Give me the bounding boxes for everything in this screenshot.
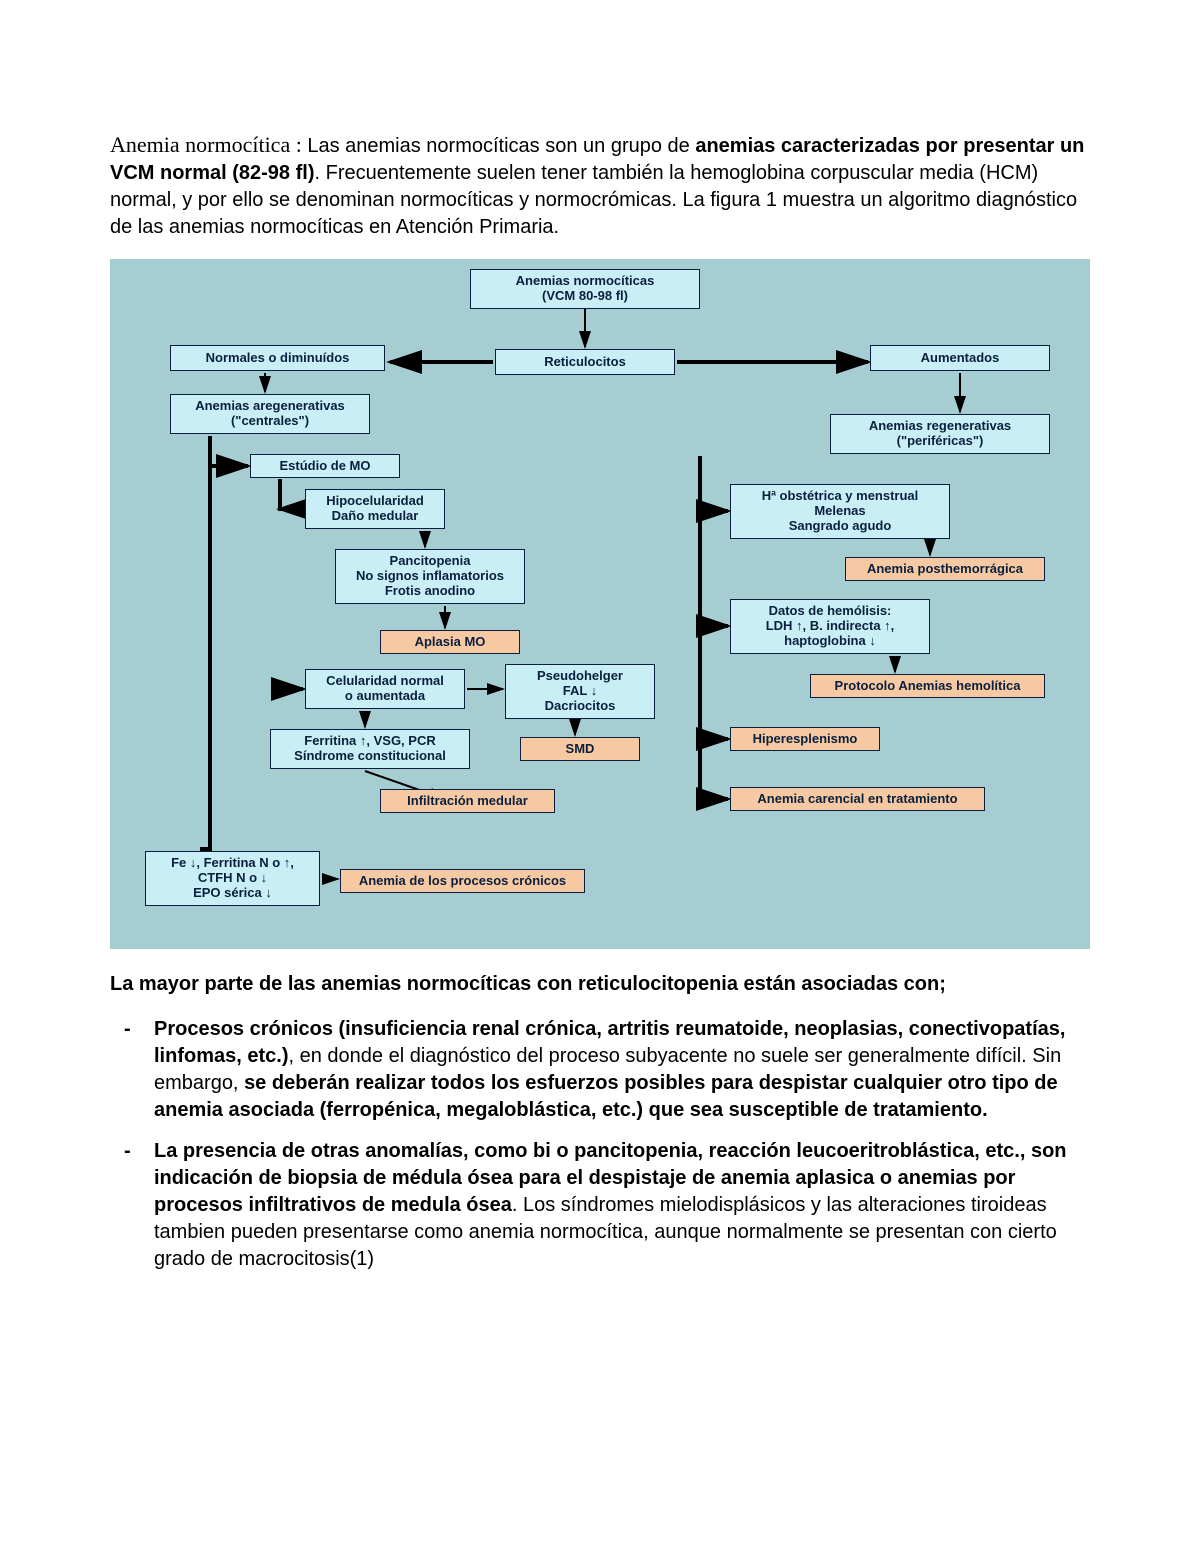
- node-cronic: Anemia de los procesos crónicos: [340, 869, 585, 893]
- node-aument: Aumentados: [870, 345, 1050, 371]
- after-heading: La mayor parte de las anemias normocític…: [110, 971, 1090, 998]
- node-root: Anemias normocíticas(VCM 80-98 fl): [470, 269, 700, 309]
- node-hipocel: HipocelularidadDaño medular: [305, 489, 445, 529]
- node-hobst: Hª obstétrica y menstrualMelenasSangrado…: [730, 484, 950, 539]
- node-norm: Normales o diminuídos: [170, 345, 385, 371]
- node-fe: Fe ↓, Ferritina N o ↑,CTFH N o ↓EPO séri…: [145, 851, 320, 906]
- document-page: Anemia normocítica : Las anemias normocí…: [0, 0, 1200, 1367]
- node-aregen: Anemias aregenerativas("centrales"): [170, 394, 370, 434]
- node-carencial: Anemia carencial en tratamiento: [730, 787, 985, 811]
- bullet-1: Procesos crónicos (insuficiencia renal c…: [154, 1016, 1090, 1124]
- intro-lead: Anemia normocítica :: [110, 132, 307, 157]
- bullet-list: Procesos crónicos (insuficiencia renal c…: [110, 1016, 1090, 1273]
- node-prothem: Protocolo Anemias hemolítica: [810, 674, 1045, 698]
- flowchart: Anemias normocíticas(VCM 80-98 fl) Reticu…: [110, 259, 1090, 949]
- node-aplasia: Aplasia MO: [380, 630, 520, 654]
- node-pancito: PancitopeniaNo signos inflamatoriosFroti…: [335, 549, 525, 604]
- node-retic: Reticulocitos: [495, 349, 675, 375]
- intro-t1: Las anemias normocíticas son un grupo de: [307, 135, 695, 157]
- node-hiper: Hiperesplenismo: [730, 727, 880, 751]
- node-smd: SMD: [520, 737, 640, 761]
- node-posthem: Anemia posthemorrágica: [845, 557, 1045, 581]
- node-hemol: Datos de hemólisis:LDH ↑, B. indirecta ↑…: [730, 599, 930, 654]
- b1-bold2: se deberán realizar todos los esfuerzos …: [154, 1072, 1058, 1121]
- intro-paragraph: Anemia normocítica : Las anemias normocí…: [110, 130, 1090, 241]
- node-ferrit: Ferritina ↑, VSG, PCRSíndrome constituci…: [270, 729, 470, 769]
- node-infilt: Infiltración medular: [380, 789, 555, 813]
- node-pseudo: PseudohelgerFAL ↓Dacriocitos: [505, 664, 655, 719]
- bullet-2: La presencia de otras anomalías, como bi…: [154, 1138, 1090, 1273]
- node-celnorm: Celularidad normalo aumentada: [305, 669, 465, 709]
- node-regen: Anemias regenerativas("periféricas"): [830, 414, 1050, 454]
- node-estudio: Estúdio de MO: [250, 454, 400, 478]
